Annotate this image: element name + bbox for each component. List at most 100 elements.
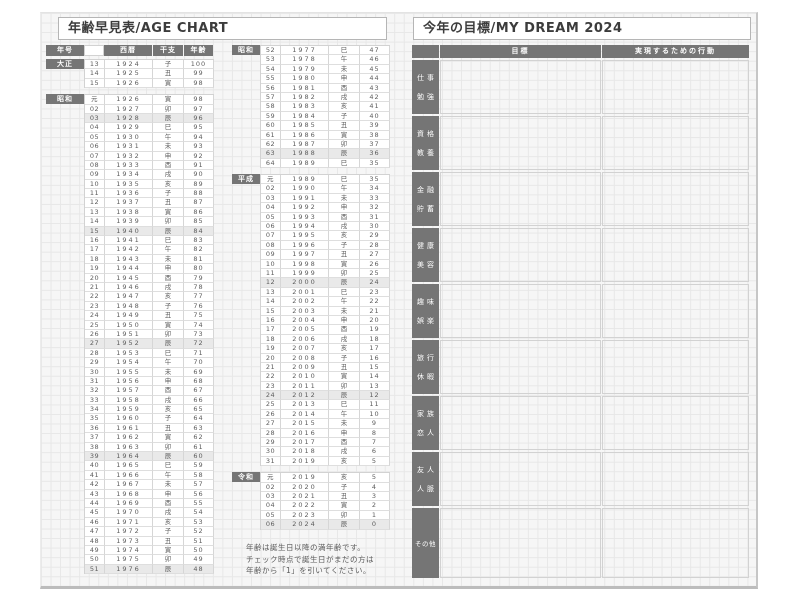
age-cell: 38 <box>360 130 390 140</box>
era-rows: 元 1989 巳 35 02 1990 午 34 03 1991 未 33 04 1992 申 32 05 199… <box>260 174 390 467</box>
era-label: 平成 <box>232 174 260 185</box>
seireki-cell: 1981 <box>281 83 329 93</box>
seireki-cell: 1983 <box>281 102 329 112</box>
action-column-header: 実現するための行動 <box>602 45 749 58</box>
dream-table: 目標 実現するための行動 仕事 勉強 資格 教養 金融 貯蓄 健康 美容 趣味 娯楽 旅行 休暇 家族恋… <box>412 45 749 578</box>
seireki-cell: 2010 <box>281 372 329 382</box>
era-year-cell: 60 <box>261 121 281 131</box>
seireki-cell: 1955 <box>105 367 153 377</box>
age-row: 03 1991 未 33 <box>261 193 390 204</box>
era-slot: 平成 <box>232 174 260 466</box>
seireki-cell: 1929 <box>105 123 153 133</box>
goal-cell <box>440 396 601 450</box>
eto-cell: 卯 <box>329 510 360 521</box>
age-cell: 77 <box>184 292 214 302</box>
category-cell: その他 <box>412 508 439 578</box>
age-cell: 23 <box>360 287 390 298</box>
eto-cell: 未 <box>329 193 360 204</box>
age-row: 15 1940 辰 84 <box>85 226 214 237</box>
era-year-cell: 05 <box>85 132 105 143</box>
era-year-cell: 19 <box>261 344 281 354</box>
age-row: 28 2016 申 8 <box>261 428 390 439</box>
era-year-cell: 49 <box>85 545 105 556</box>
seireki-cell: 1931 <box>105 142 153 152</box>
age-cell: 42 <box>360 92 390 103</box>
age-row: 02 2020 子 4 <box>261 482 390 492</box>
age-row: 26 2014 午 10 <box>261 409 390 420</box>
eto-cell: 巳 <box>329 46 360 56</box>
eto-cell: 申 <box>329 428 360 439</box>
seireki-cell: 2000 <box>281 278 329 288</box>
era-year-cell: 03 <box>261 491 281 502</box>
age-row: 27 2015 未 9 <box>261 419 390 429</box>
era-year-cell: 13 <box>261 287 281 298</box>
eto-cell: 卯 <box>153 217 184 227</box>
seireki-cell: 1967 <box>105 480 153 490</box>
seireki-cell: 2011 <box>281 381 329 392</box>
age-row: 36 1961 丑 63 <box>85 423 214 434</box>
age-cell: 31 <box>360 212 390 223</box>
age-row: 30 1955 未 69 <box>85 367 214 377</box>
seireki-cell: 1962 <box>105 433 153 443</box>
age-cell: 33 <box>360 193 390 204</box>
age-row: 16 1941 巳 83 <box>85 236 214 246</box>
eto-cell: 巳 <box>329 287 360 298</box>
seireki-cell: 2024 <box>281 520 329 530</box>
seireki-cell: 1969 <box>105 498 153 509</box>
era-year-cell: 17 <box>85 245 105 255</box>
age-cell: 100 <box>184 60 214 70</box>
era-year-cell: 18 <box>261 334 281 345</box>
age-cell: 54 <box>184 508 214 518</box>
age-row: 48 1973 丑 51 <box>85 536 214 546</box>
era-year-cell: 37 <box>85 433 105 443</box>
eto-cell: 巳 <box>153 236 184 246</box>
era-year-cell: 13 <box>85 60 105 70</box>
age-cell: 6 <box>360 447 390 457</box>
era-year-cell: 29 <box>261 438 281 448</box>
era-label: 令和 <box>232 472 260 483</box>
age-row: 63 1988 辰 36 <box>261 149 390 159</box>
eto-cell: 申 <box>153 264 184 274</box>
col-header-seireki: 西暦 <box>104 45 152 56</box>
era-year-cell: 04 <box>85 123 105 133</box>
seireki-cell: 1997 <box>281 250 329 260</box>
col-header-eto: 干支 <box>152 45 183 56</box>
category-label: 友人 <box>417 465 437 474</box>
age-row: 64 1989 巳 35 <box>261 158 390 169</box>
seireki-cell: 1952 <box>105 339 153 349</box>
age-row: 元 2019 亥 5 <box>261 473 390 483</box>
era-year-cell: 31 <box>85 376 105 387</box>
age-cell: 16 <box>360 353 390 363</box>
age-cell: 96 <box>184 113 214 124</box>
eto-cell: 申 <box>153 489 184 499</box>
eto-cell: 丑 <box>153 311 184 321</box>
eto-cell: 午 <box>329 55 360 65</box>
seireki-cell: 1930 <box>105 132 153 143</box>
age-cell: 99 <box>184 69 214 79</box>
era-block: 大正 13 1924 子 100 14 1925 丑 99 15 1926 寅 98 <box>46 59 214 89</box>
age-row: 58 1983 亥 41 <box>261 102 390 112</box>
action-cell <box>602 396 749 450</box>
age-cell: 7 <box>360 438 390 448</box>
col-header-age: 年齢 <box>183 45 213 56</box>
age-cell: 3 <box>360 491 390 502</box>
era-year-cell: 34 <box>85 405 105 415</box>
seireki-cell: 1990 <box>281 184 329 194</box>
seireki-cell: 2021 <box>281 491 329 502</box>
dream-row: 金融 貯蓄 <box>412 172 749 226</box>
age-cell: 58 <box>184 470 214 481</box>
era-year-cell: 19 <box>85 264 105 274</box>
age-cell: 55 <box>184 498 214 509</box>
seireki-cell: 1971 <box>105 517 153 528</box>
era-year-cell: 43 <box>85 489 105 499</box>
seireki-cell: 1935 <box>105 179 153 190</box>
era-year-cell: 06 <box>261 520 281 530</box>
age-row: 45 1970 戌 54 <box>85 508 214 518</box>
eto-cell: 辰 <box>153 113 184 124</box>
age-cell: 93 <box>184 142 214 152</box>
era-label: 大正 <box>46 59 84 69</box>
eto-cell: 戌 <box>153 395 184 406</box>
age-row: 49 1974 寅 50 <box>85 545 214 556</box>
seireki-cell: 1968 <box>105 489 153 499</box>
age-cell: 24 <box>360 278 390 288</box>
